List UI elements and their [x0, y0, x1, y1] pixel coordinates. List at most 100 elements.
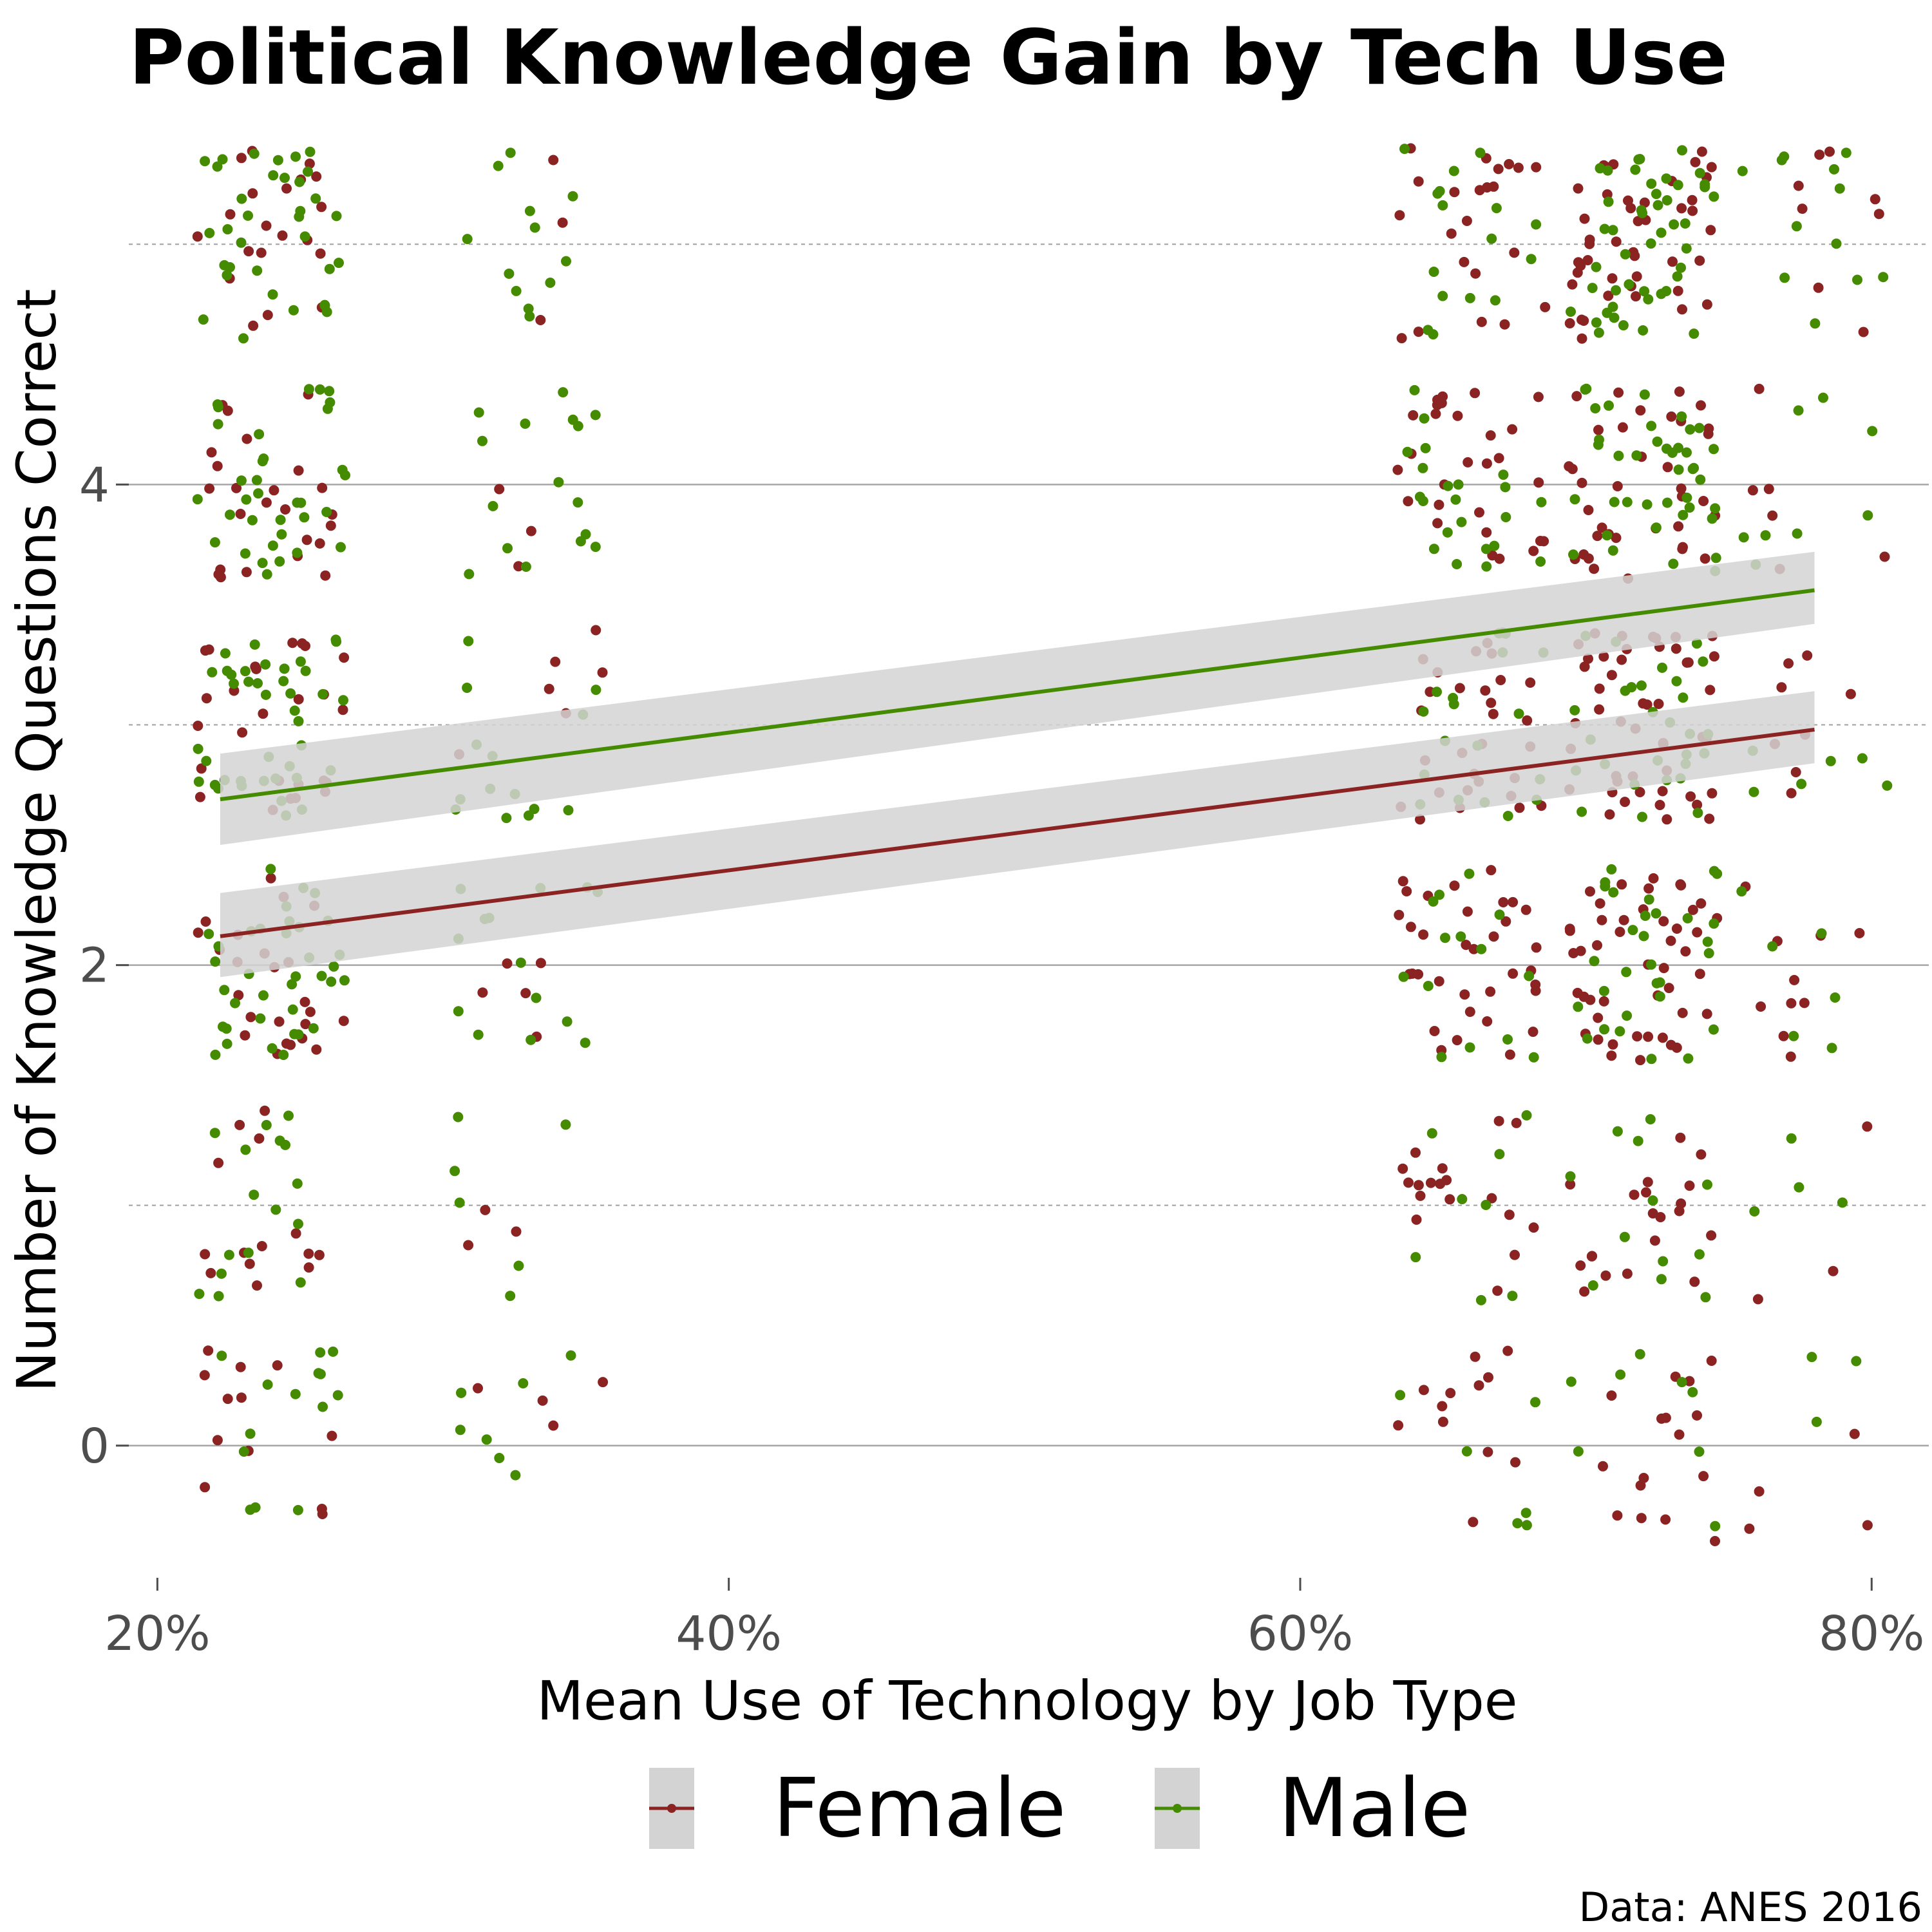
data-point-male — [473, 1029, 484, 1040]
data-point-female — [1571, 391, 1582, 402]
data-point-male — [505, 1291, 516, 1302]
data-point-male — [192, 494, 203, 505]
data-point-female — [311, 171, 322, 182]
data-point-female — [233, 990, 244, 1001]
data-point-female — [1692, 927, 1703, 938]
data-point-female — [274, 1016, 285, 1027]
data-point-female — [1657, 1032, 1668, 1043]
data-point-female — [598, 1377, 609, 1388]
data-point-female — [1464, 1007, 1475, 1018]
legend-key-male-point — [1173, 1804, 1182, 1813]
data-point-male — [1852, 274, 1862, 285]
y-axis-ticks: 0 2 4 — [79, 457, 129, 1474]
data-point-male — [1657, 662, 1667, 673]
data-point-male — [1481, 544, 1492, 554]
data-point-female — [316, 202, 327, 213]
data-point-female — [287, 638, 298, 649]
data-point-male — [1646, 421, 1657, 431]
data-point-female — [1480, 685, 1491, 696]
data-point-male — [1637, 811, 1647, 822]
data-point-female — [245, 1012, 256, 1023]
data-point-male — [1779, 151, 1790, 162]
data-point-female — [1778, 1030, 1789, 1041]
data-point-female — [1594, 683, 1605, 694]
data-point-male — [292, 547, 303, 558]
data-point-male — [463, 636, 474, 647]
data-point-female — [1671, 643, 1681, 654]
y-tick-label: 2 — [79, 938, 109, 994]
trend-line-male — [220, 588, 1815, 802]
data-point-male — [1695, 474, 1706, 485]
data-point-male — [580, 1037, 591, 1048]
data-point-female — [1452, 410, 1463, 421]
data-point-female — [1577, 477, 1587, 488]
data-point-male — [1607, 301, 1618, 312]
data-point-male — [310, 193, 321, 204]
data-point-male — [1857, 753, 1868, 764]
data-point-male — [1634, 1349, 1645, 1359]
data-point-male — [1638, 325, 1649, 336]
data-point-female — [1763, 484, 1774, 495]
data-point-female — [244, 1258, 255, 1269]
data-point-female — [1692, 1410, 1702, 1421]
data-point-female — [1684, 1180, 1695, 1191]
data-point-female — [1401, 886, 1412, 896]
data-point-female — [1598, 1461, 1608, 1472]
data-point-male — [1498, 469, 1509, 480]
data-point-male — [1464, 868, 1475, 879]
data-point-female — [200, 645, 211, 656]
data-point-female — [1649, 1235, 1660, 1246]
data-point-male — [1602, 165, 1613, 176]
data-point-female — [1638, 698, 1649, 709]
data-point-female — [293, 465, 304, 476]
data-point-male — [204, 227, 215, 238]
data-point-female — [1531, 942, 1542, 953]
data-point-female — [325, 520, 336, 531]
data-point-female — [1470, 388, 1481, 399]
data-point-male — [1437, 290, 1448, 301]
data-point-female — [1492, 1285, 1503, 1296]
data-point-male — [292, 1504, 303, 1515]
data-point-male — [1398, 971, 1409, 982]
data-point-male — [253, 488, 263, 499]
data-point-female — [1696, 1149, 1707, 1160]
data-point-female — [1501, 916, 1511, 927]
data-point-male — [338, 695, 348, 706]
data-point-male — [326, 976, 337, 987]
data-point-male — [1513, 708, 1524, 719]
data-point-male — [1593, 327, 1604, 338]
data-point-male — [464, 569, 475, 580]
data-point-male — [1792, 528, 1803, 539]
data-point-female — [297, 638, 308, 649]
data-point-female — [272, 1360, 283, 1371]
data-source-caption: Data: ANES 2016 — [1579, 1884, 1922, 1931]
data-point-male — [558, 387, 569, 398]
data-point-female — [1677, 544, 1688, 554]
data-point-female — [1528, 545, 1539, 556]
data-point-male — [249, 148, 260, 159]
data-point-male — [1476, 943, 1487, 954]
data-point-male — [1687, 1387, 1698, 1397]
data-point-male — [254, 429, 265, 440]
data-point-female — [1592, 531, 1603, 542]
data-point-male — [1673, 464, 1684, 475]
data-point-male — [1591, 317, 1602, 328]
data-point-female — [473, 1383, 483, 1394]
data-point-male — [1599, 223, 1610, 234]
data-point-male — [1837, 1197, 1848, 1208]
data-point-female — [1673, 521, 1684, 532]
data-point-male — [252, 265, 263, 276]
data-point-female — [1706, 1356, 1717, 1366]
data-point-male — [279, 663, 290, 674]
data-point-male — [1434, 185, 1445, 196]
data-point-male — [462, 683, 473, 693]
data-point-male — [477, 435, 488, 446]
y-axis-title: Number of Knowledge Questions Correct — [5, 289, 68, 1392]
data-point-female — [248, 320, 259, 331]
data-point-female — [1430, 408, 1441, 419]
data-point-female — [1677, 304, 1687, 315]
data-point-female — [1793, 180, 1804, 191]
data-point-female — [213, 1157, 224, 1168]
data-point-female — [1434, 976, 1444, 987]
data-point-male — [1464, 292, 1475, 303]
